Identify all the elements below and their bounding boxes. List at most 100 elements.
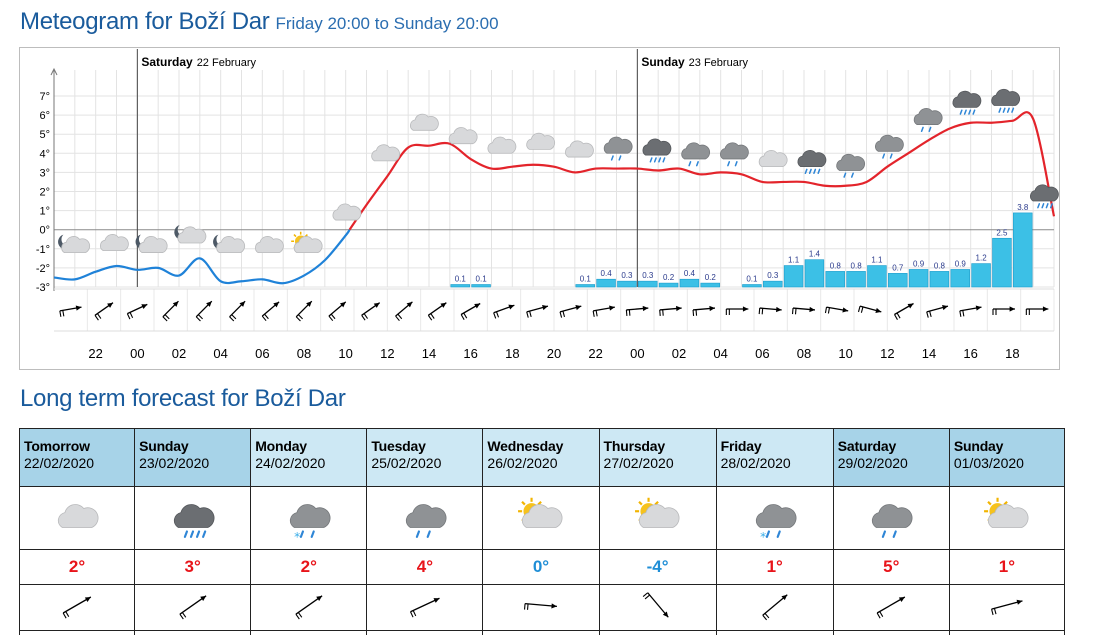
day-label: Sunday 23 February [641,55,748,69]
forecast-icon-svg [405,503,447,538]
forecast-extra-cell [598,630,717,635]
forecast-day-header: Saturday 29/02/2020 [832,428,950,487]
wind-arrow-icon [460,302,481,320]
x-tick-label: 04 [213,346,227,361]
x-tick-label: 02 [172,346,186,361]
day-label: Saturday 22 February [141,55,256,69]
rain-cloud-icon [1030,184,1059,209]
rain-cloud-icon [797,150,827,175]
temperature-line-warm [348,111,1056,231]
forecast-wind-svg [762,594,788,621]
rain-cloud-icon: * [289,503,331,543]
forecast-icon-svg: * [755,503,797,543]
x-tick-label: 18 [505,346,519,361]
day-name: Sunday [641,55,685,69]
wind-arrow-icon [59,305,82,317]
x-tick-label: 22 [88,346,102,361]
cloud-icon [410,113,439,131]
forecast-extra-cell [482,630,600,635]
forecast-day-header: Wednesday 26/02/2020 [482,428,600,487]
precip-value: 0.8 [830,261,842,270]
forecast-extra-cell [250,630,368,635]
wind-arrow-icon [195,300,213,322]
x-tick-label: 04 [713,346,727,361]
sun-cloud-icon [634,497,680,528]
rain-cloud-icon [603,136,633,161]
x-tick-label: 22 [588,346,602,361]
day-date: 22 February [197,57,257,69]
precip-value: 0.2 [705,273,717,282]
wind-arrow-icon [659,305,682,316]
cloud-icon [100,234,129,252]
x-tick-label: 16 [963,346,977,361]
forecast-extra-cell [715,630,834,635]
moon-cloud-icon [58,234,91,254]
precip-bar [992,237,1012,288]
x-tick-label: 10 [338,346,352,361]
precip-bar [867,265,887,288]
forecast-wind-svg [295,595,323,620]
y-tick-label: 3° [39,167,50,179]
wind-arrow-icon [992,306,1015,315]
wind-arrow-icon [295,300,313,322]
meteogram-heading: Meteogram for Boží Dar [20,8,270,35]
wind-arrow-icon [427,302,447,321]
rain-cloud-icon [836,153,866,178]
wind-arrow-icon [642,592,669,618]
precip-bar [617,280,637,288]
forecast-icon-svg [518,497,563,528]
forecast-icon-cell [19,486,136,550]
precip-bar [679,278,700,288]
forecast-day-date: 26/02/2020 [487,455,558,471]
wind-arrow-icon [295,595,323,620]
precip-value: 0.7 [892,263,904,272]
wind-arrow-icon [229,300,246,322]
forecast-day-date: 22/02/2020 [24,455,95,471]
forecast-icon-svg [634,497,680,528]
precip-value: 0.2 [663,273,675,282]
forecast-wind-svg [179,595,207,620]
precip-bar [596,278,616,288]
forecast-day-date: 28/02/2020 [720,455,791,471]
precip-bar [804,259,825,288]
forecast-day-header: Thursday 27/02/2020 [598,428,717,487]
wind-arrow-icon [990,599,1023,616]
forecast-icon-svg: * [289,503,331,543]
forecast-extra-cell [134,630,252,635]
forecast-day-header: Sunday 01/03/2020 [948,428,1066,487]
forecast-day-name: Wednesday [487,438,564,454]
sun-cloud-icon [983,497,1029,528]
precip-value: 1.1 [871,256,883,265]
rain-cloud-icon [872,503,913,538]
x-tick-label: 18 [1005,346,1019,361]
forecast-day-header: Sunday 23/02/2020 [134,428,252,487]
rain-cloud-icon [173,503,215,538]
precip-bar [888,273,908,288]
forecast-icon-cell [948,486,1066,550]
precip-bar [742,284,762,288]
wind-arrow-icon [126,303,148,320]
rain-cloud-icon [642,138,672,163]
x-tick-label: 12 [380,346,394,361]
forecast-wind-svg [409,597,440,618]
sun-cloud-icon [291,231,323,254]
forecast-wind-svg [642,592,669,618]
forecast-day-name: Sunday [139,438,189,454]
cloud-icon [255,236,284,254]
forecast-icon-cell [832,486,950,550]
meteogram-chart: 7° 6° 5° 4° 3° 2° 1° 0° -1° -2° -3° Saturday 22 Febr… [19,47,1060,370]
day-name: Saturday [141,55,193,69]
rain-cloud-icon [952,90,982,115]
moon-cloud-icon [135,234,168,253]
forecast-day-name: Friday [720,438,762,454]
precip-bar [929,271,950,288]
precip-bar [575,284,595,288]
cloud-icon [526,132,556,150]
x-tick-label: 08 [297,346,311,361]
forecast-day-name: Tuesday [371,438,426,454]
precip-bar [908,269,929,288]
wind-arrow-icon [559,305,582,318]
forecast-icon-cell [366,486,484,550]
forecast-icon-svg [872,503,913,538]
weather-icons [58,88,1059,254]
